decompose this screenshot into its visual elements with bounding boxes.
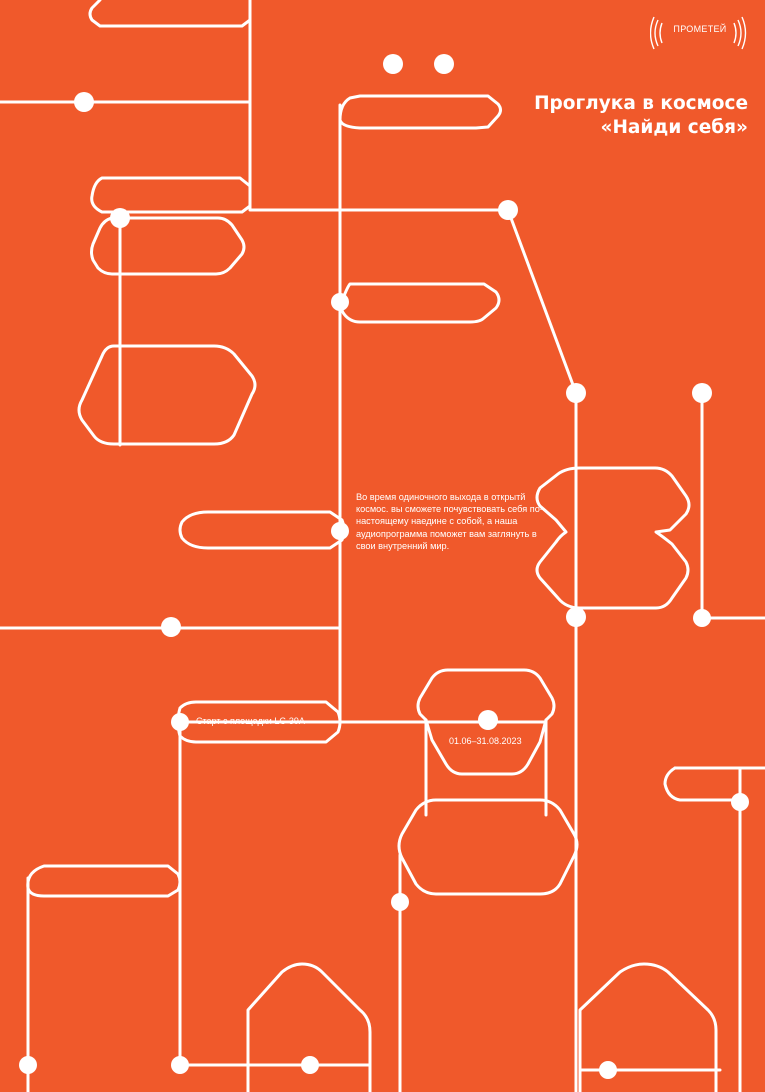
node: [391, 893, 409, 911]
poster-title: Проглука в космосе «Найди себя»: [534, 92, 748, 140]
node: [331, 293, 349, 311]
dates-label: 01.06–31.08.2023: [449, 736, 522, 746]
title-line-2: «Найди себя»: [600, 117, 749, 138]
node: [383, 54, 403, 74]
node: [171, 1056, 189, 1074]
node: [301, 1056, 319, 1074]
prometheus-logo: ПРОМЕТЕЙ: [649, 14, 750, 52]
description-text: Во время одиночного выхода в открытй кос…: [356, 492, 543, 551]
node: [498, 200, 518, 220]
node: [566, 383, 586, 403]
broadcast-waves-icon: [649, 16, 747, 50]
node: [693, 609, 711, 627]
node: [110, 208, 130, 228]
title-line-1: Проглука в космосе: [534, 93, 748, 114]
node: [566, 607, 586, 627]
node: [331, 522, 349, 540]
node: [731, 793, 749, 811]
node: [478, 710, 498, 730]
station-shapes: [26, 0, 765, 1092]
launch-site-label: Старт с площадки LC-39A: [196, 716, 305, 726]
logo-text: ПРОМЕТЕЙ: [673, 24, 727, 34]
node: [161, 617, 181, 637]
node: [171, 713, 189, 731]
station-nodes: [19, 54, 749, 1079]
node: [599, 1061, 617, 1079]
node: [692, 383, 712, 403]
node: [19, 1056, 37, 1074]
node: [434, 54, 454, 74]
node: [74, 92, 94, 112]
